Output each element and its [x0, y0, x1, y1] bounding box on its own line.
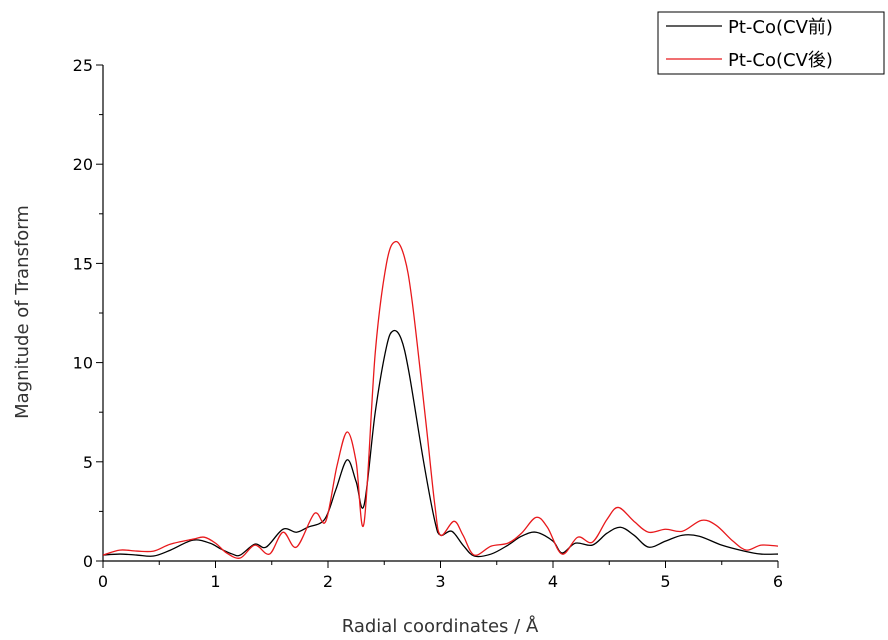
series-line-cv-before: [102, 329, 779, 558]
x-axis-title: Radial coordinates / Å: [342, 615, 539, 637]
x-tick-label: 0: [98, 572, 108, 591]
x-tick-label: 5: [660, 572, 670, 591]
y-tick-label: 15: [73, 254, 93, 273]
y-tick-label: 0: [83, 552, 93, 571]
y-tick-label: 20: [73, 155, 93, 174]
legend-label-cv-before: Pt-Co(CV前): [728, 17, 833, 38]
x-tick-label: 3: [435, 572, 445, 591]
ticks: 0 1 2 3 4 5 6 0 5 10 15 20 25: [73, 56, 783, 591]
series-line-cv-after: [102, 240, 779, 559]
x-tick-label: 6: [773, 572, 783, 591]
legend: Pt-Co(CV前) Pt-Co(CV後): [657, 11, 885, 75]
y-tick-label: 5: [83, 453, 93, 472]
x-tick-label: 1: [210, 572, 220, 591]
series-lines: [102, 240, 779, 559]
legend-box: [657, 11, 885, 75]
y-tick-label: 10: [73, 354, 93, 373]
x-tick-label: 4: [548, 572, 558, 591]
axes: [102, 65, 778, 562]
y-tick-label: 25: [73, 56, 93, 75]
y-axis-title: Magnitude of Transform: [12, 205, 33, 419]
x-tick-label: 2: [323, 572, 333, 591]
legend-label-cv-after: Pt-Co(CV後): [728, 50, 833, 71]
